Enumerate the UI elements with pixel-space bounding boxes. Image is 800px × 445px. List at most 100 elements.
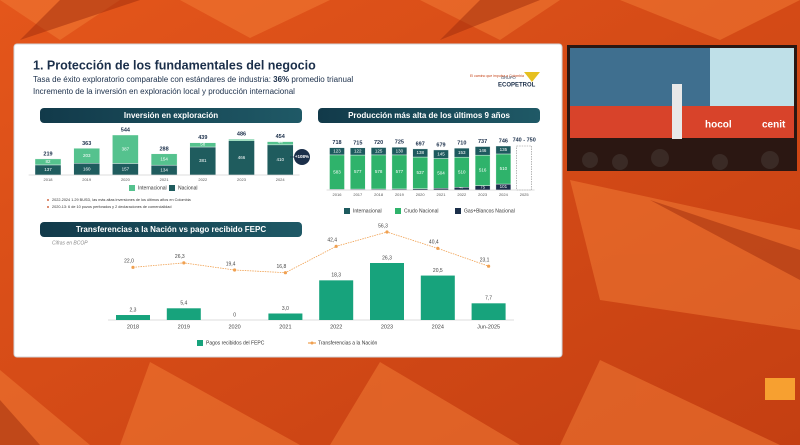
bar-label: 0	[233, 312, 236, 318]
logo-icon	[524, 72, 540, 82]
video-screen	[570, 48, 710, 106]
x-tick-label: 2024	[276, 177, 286, 182]
line-point	[334, 244, 338, 248]
x-tick-label: 2021	[160, 177, 170, 182]
x-tick-label: 2016	[333, 192, 343, 197]
segment-label: 137	[44, 167, 52, 172]
x-tick-label: 2025	[520, 192, 530, 197]
legend-swatch	[395, 208, 401, 214]
total-label: 718	[332, 140, 341, 146]
total-label: 740 - 750	[513, 137, 536, 143]
legend-label: Crudo Nacional	[404, 208, 438, 214]
segment-label: 75	[480, 185, 486, 190]
x-tick-label: 2022	[198, 177, 208, 182]
slide-subtitle: Incremento de la inversión en exploració…	[33, 87, 295, 96]
badge-label: +108%	[295, 154, 309, 159]
bar	[471, 303, 506, 320]
x-tick-label: 2024	[432, 324, 444, 330]
logo-tagline: El camino que impulsa a Colombia	[470, 74, 524, 78]
x-tick-label: 2021	[437, 192, 447, 197]
segment-label: 153	[458, 150, 466, 155]
bar-segment	[329, 147, 345, 156]
segment-label: 157	[122, 166, 130, 171]
legend-swatch	[169, 185, 175, 191]
subtitle-highlight: 36%	[273, 75, 289, 84]
chart-title: Producción más alta de los últimos 9 año…	[348, 111, 510, 120]
segment-label: 578	[375, 169, 383, 174]
x-tick-label: 2021	[279, 324, 291, 330]
segment-label: 203	[83, 153, 91, 158]
line-label: 56,3	[378, 223, 388, 229]
x-tick-label: Jun-2025	[477, 324, 500, 330]
line-point	[487, 264, 491, 268]
x-tick-label: 2020	[121, 177, 131, 182]
total-label: 746	[499, 138, 508, 144]
total-label: 454	[276, 134, 286, 140]
segment-label: 135	[500, 147, 508, 152]
line-label: 22,0	[124, 259, 134, 265]
segment-label: 20	[239, 135, 245, 140]
segment-label: 130	[396, 148, 404, 153]
legend-label: Pagos recibidos del FEPC	[206, 340, 265, 346]
line-point	[436, 246, 440, 250]
bar-label: 18,3	[331, 273, 341, 279]
x-tick-label: 2019	[395, 192, 405, 197]
total-label: 439	[198, 135, 207, 141]
video-speaker	[672, 84, 682, 139]
bar-segment	[370, 147, 387, 156]
total-label: 679	[436, 142, 445, 148]
x-tick-label: 2019	[82, 177, 92, 182]
segment-label: 154	[160, 157, 168, 162]
segment-label: 516	[479, 168, 487, 173]
segment-label: 82	[45, 159, 51, 164]
bar-segment	[350, 147, 366, 156]
note-bullet	[47, 199, 49, 201]
bar-segment	[228, 140, 255, 176]
chart-title: Transferencias a la Nación vs pago recib…	[76, 225, 267, 234]
line-label: 23,1	[480, 258, 490, 264]
legend-label: Transferencias a la Nación	[318, 340, 378, 346]
x-tick-label: 2022	[330, 324, 342, 330]
segment-label: 466	[238, 155, 246, 160]
video-sign: cenit	[762, 120, 786, 131]
total-label: 288	[160, 146, 169, 152]
legend-label: Internacional	[353, 208, 382, 214]
badge	[294, 149, 310, 165]
x-tick-label: 2017	[353, 192, 363, 197]
logo-name: ECOPETROL	[498, 83, 536, 89]
x-tick-label: 2018	[127, 324, 139, 330]
note-bullet	[47, 206, 49, 208]
bar-segment	[189, 142, 217, 148]
segment-label: 160	[83, 166, 91, 171]
segment-label: 134	[160, 167, 168, 172]
x-tick-label: 2023	[381, 324, 393, 330]
x-tick-label: 2024	[499, 192, 509, 197]
video-sign: hocol	[705, 120, 732, 131]
segment-label: 410	[276, 157, 284, 162]
bar	[370, 263, 404, 320]
bar	[420, 275, 455, 320]
segment-label: 146	[479, 148, 487, 153]
legend-swatch	[197, 340, 203, 346]
slide-title: 1. Protección de los fundamentales del n…	[33, 58, 316, 72]
video-screen-right	[710, 48, 794, 106]
bar-label: 7,7	[485, 296, 492, 302]
bar-segment	[228, 139, 255, 141]
subtitle-part: Tasa de éxito exploratorio comparable co…	[33, 75, 273, 84]
total-label: 710	[457, 141, 466, 147]
corner-logo	[765, 378, 795, 400]
total-label: 544	[121, 127, 131, 133]
chart-subtitle: Cifras en BCOP	[52, 240, 88, 246]
segment-label: 125	[375, 148, 383, 153]
line-label: 19,4	[226, 261, 236, 267]
bar-segment	[73, 148, 100, 164]
segment-label: 387	[122, 146, 130, 151]
segment-label: 138	[416, 150, 424, 155]
bar-segment	[267, 141, 294, 146]
bar-segment	[150, 153, 178, 166]
bar-segment	[454, 147, 470, 158]
bar-segment	[474, 146, 491, 156]
legend-swatch	[344, 208, 350, 214]
total-label: 737	[478, 139, 487, 145]
